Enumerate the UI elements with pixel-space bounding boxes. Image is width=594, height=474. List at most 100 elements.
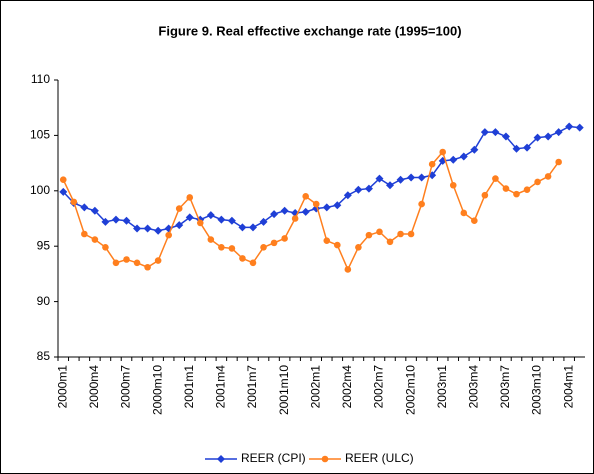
point [59, 187, 68, 196]
point [355, 244, 362, 251]
point [386, 238, 394, 246]
point [544, 173, 552, 180]
point [154, 226, 163, 235]
point [218, 244, 225, 251]
point [322, 203, 331, 212]
point [344, 266, 352, 273]
point [396, 175, 405, 184]
point [417, 173, 426, 182]
point [397, 230, 404, 238]
point [206, 211, 215, 220]
x-tick-label: 2003m1 [435, 365, 449, 409]
point [239, 255, 246, 262]
y-tick-label: 110 [31, 72, 50, 86]
legend-label: REER (CPI) [241, 451, 306, 465]
point [365, 231, 373, 239]
point [249, 259, 257, 267]
x-tick-label: 2004m1 [561, 365, 575, 409]
point [123, 256, 130, 263]
point [375, 174, 384, 183]
x-tick-label: 2002m4 [340, 365, 354, 409]
x-tick-label: 2003m7 [498, 365, 512, 409]
point [513, 190, 520, 198]
point [101, 217, 110, 226]
y-tick-label: 100 [30, 183, 50, 197]
x-tick-label: 2001m7 [245, 365, 259, 409]
point [523, 186, 531, 193]
y-tick-label: 85 [37, 349, 51, 363]
point [354, 185, 363, 194]
point [523, 143, 532, 152]
point [323, 237, 331, 244]
point [143, 224, 152, 233]
point [59, 176, 67, 184]
point [449, 181, 457, 189]
point [186, 194, 194, 201]
point [418, 200, 425, 208]
point [291, 215, 299, 222]
point [364, 184, 373, 193]
point [133, 224, 142, 233]
point [544, 132, 553, 141]
point [407, 173, 416, 182]
point [270, 239, 278, 247]
point [238, 223, 247, 232]
point [312, 200, 320, 208]
point [491, 128, 500, 137]
point [248, 223, 257, 232]
point [502, 185, 510, 192]
chart-title: Figure 9. Real effective exchange rate (… [158, 23, 461, 38]
x-tick-label: 2001m4 [214, 365, 228, 409]
point [165, 231, 172, 239]
point [81, 230, 88, 238]
point [575, 123, 584, 132]
point [554, 128, 563, 137]
point [534, 178, 541, 186]
point [480, 128, 489, 137]
x-tick-label: 2001m1 [182, 365, 196, 409]
point [102, 244, 109, 251]
legend-marker [321, 455, 329, 463]
point [175, 221, 184, 230]
point [343, 191, 352, 200]
point [281, 235, 288, 242]
legend-marker [217, 455, 225, 463]
x-tick-label: 2000m10 [150, 365, 164, 415]
x-tick-label: 2002m7 [372, 365, 386, 409]
point [428, 160, 436, 168]
point [175, 205, 183, 212]
legend-label: REER (ULC) [345, 451, 414, 465]
point [207, 236, 215, 243]
point [492, 175, 499, 182]
point [334, 241, 341, 249]
x-tick-label: 2003m10 [530, 365, 544, 415]
x-tick-label: 2003m4 [467, 365, 481, 409]
point [301, 207, 310, 216]
x-tick-label: 2000m7 [119, 365, 133, 409]
point [460, 209, 468, 217]
point [196, 219, 204, 227]
point [470, 145, 479, 154]
point [112, 259, 120, 267]
point [386, 181, 395, 190]
point [471, 217, 478, 225]
point [133, 259, 141, 267]
point [122, 216, 131, 225]
point [70, 198, 78, 206]
x-tick-label: 2002m10 [403, 365, 417, 415]
point [280, 206, 289, 215]
point [533, 133, 542, 142]
point [449, 155, 458, 164]
point [439, 148, 447, 156]
y-tick-label: 105 [30, 128, 50, 142]
point [376, 228, 383, 236]
point [501, 132, 510, 141]
point [565, 122, 574, 131]
point [111, 215, 120, 224]
point [555, 158, 562, 166]
x-tick-label: 2000m1 [55, 365, 69, 409]
y-tick-label: 95 [37, 238, 51, 252]
point [91, 236, 99, 243]
point [512, 144, 521, 153]
